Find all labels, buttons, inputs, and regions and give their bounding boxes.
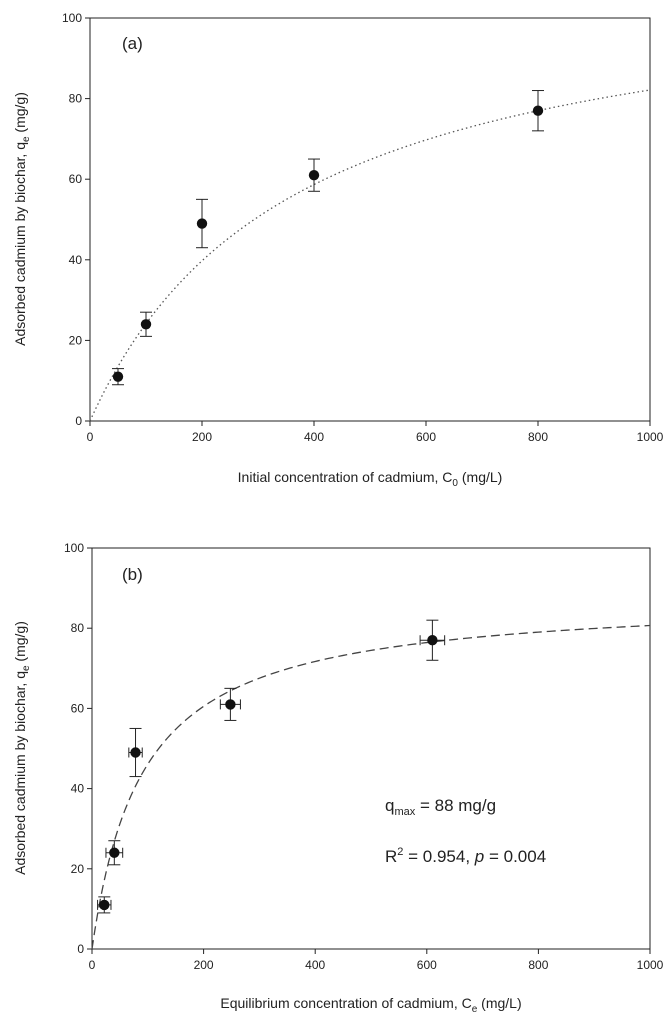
y-tick-label: 60 (71, 701, 85, 715)
y-tick-label: 80 (69, 92, 83, 106)
data-point (105, 840, 124, 866)
data-marker (308, 169, 320, 181)
panel-label-b: (b) (122, 565, 143, 584)
data-point (112, 368, 124, 386)
y-axis-title-a-main: Adsorbed cadmium by biochar, q (12, 142, 28, 346)
annotation-r2-sup: 2 (397, 846, 403, 858)
panel-b: 0 20 40 60 80 100 0 200 400 600 800 1000 (b) qmax … (12, 541, 664, 1013)
y-tick-label: 0 (75, 414, 82, 428)
data-points-a (112, 90, 544, 386)
panel-label-a: (a) (122, 34, 143, 53)
x-axis-ticks-a: 0 200 400 600 800 1000 (87, 421, 664, 444)
x-tick-label: 1000 (637, 958, 664, 972)
y-axis-title-a: Adsorbed cadmium by biochar, qe (mg/g) (12, 92, 32, 346)
annotation-qmax-prefix: q (385, 796, 394, 815)
data-point (532, 90, 544, 132)
y-axis-title-a-sub: e (21, 136, 32, 142)
annotation-r2-p: p (474, 847, 484, 866)
annotation-r2: R2 = 0.954, p = 0.004 (385, 846, 546, 866)
y-axis-title-b: Adsorbed cadmium by biochar, qe (mg/g) (12, 621, 32, 875)
panel-a: 0 20 40 60 80 100 0 200 400 600 800 1000 (a) Initi… (12, 11, 664, 489)
x-tick-label: 400 (304, 430, 324, 444)
x-axis-title-a: Initial concentration of cadmium, C0 (mg… (238, 469, 503, 489)
y-tick-label: 0 (77, 942, 84, 956)
x-axis-ticks-b: 0 200 400 600 800 1000 (89, 949, 664, 972)
y-axis-title-b-unit: (mg/g) (12, 621, 28, 665)
data-marker (532, 105, 544, 116)
data-point (308, 158, 320, 192)
data-marker (196, 218, 208, 229)
x-tick-label: 0 (89, 958, 96, 972)
x-axis-title-a-main: Initial concentration of cadmium, C (238, 469, 453, 485)
y-tick-label: 20 (69, 333, 83, 347)
data-marker (109, 847, 120, 858)
data-point (128, 727, 143, 778)
y-axis-title-b-main: Adsorbed cadmium by biochar, q (12, 671, 28, 875)
annotation-qmax-sub: max (394, 806, 415, 818)
y-axis-ticks-b: 0 20 40 60 80 100 (64, 541, 92, 956)
x-axis-title-b-sub: e (472, 1004, 478, 1013)
data-marker (225, 699, 236, 710)
annotation-r2-mid: = 0.954, (403, 847, 474, 866)
x-tick-label: 800 (528, 430, 548, 444)
data-marker (112, 371, 124, 382)
data-point (419, 619, 446, 661)
data-marker (130, 747, 141, 758)
y-tick-label: 80 (71, 621, 85, 635)
annotation-qmax-suffix: = 88 mg/g (415, 796, 496, 815)
x-tick-label: 400 (305, 958, 325, 972)
x-axis-title-b-unit: (mg/L) (477, 995, 521, 1011)
annotation-r2-prefix: R (385, 847, 397, 866)
data-marker (140, 319, 152, 330)
data-point (219, 687, 241, 721)
x-axis-title-a-unit: (mg/L) (458, 469, 502, 485)
x-tick-label: 200 (194, 958, 214, 972)
x-tick-label: 800 (528, 958, 548, 972)
data-point (97, 896, 112, 914)
x-axis-title-b-main: Equilibrium concentration of cadmium, C (220, 995, 471, 1011)
annotation-qmax: qmax = 88 mg/g (385, 796, 496, 818)
x-tick-label: 600 (417, 958, 437, 972)
x-tick-label: 0 (87, 430, 94, 444)
data-marker (99, 899, 110, 911)
annotation-r2-suffix: = 0.004 (484, 847, 546, 866)
y-axis-title-a-unit: (mg/g) (12, 92, 28, 136)
y-tick-label: 20 (71, 862, 85, 876)
fit-curve-group-a (89, 89, 651, 422)
x-axis-title-a-sub: 0 (452, 478, 458, 489)
y-tick-label: 40 (69, 253, 83, 267)
y-tick-label: 100 (62, 11, 82, 25)
y-axis-ticks-a: 0 20 40 60 80 100 (62, 11, 90, 428)
fit-curve (91, 624, 651, 950)
x-tick-label: 200 (192, 430, 212, 444)
data-points-b (97, 619, 446, 914)
plot-area-frame-b (91, 547, 651, 950)
data-point (140, 311, 152, 337)
fit-curve-group-b (91, 624, 651, 950)
data-marker (427, 635, 438, 646)
y-tick-label: 60 (69, 172, 83, 186)
fit-curve (89, 89, 651, 422)
x-axis-title-b: Equilibrium concentration of cadmium, Ce… (220, 995, 521, 1013)
plot-area-frame-a (89, 17, 651, 422)
y-axis-title-b-sub: e (21, 665, 32, 671)
x-tick-label: 1000 (637, 430, 664, 444)
x-tick-label: 600 (416, 430, 436, 444)
data-point (196, 198, 208, 249)
y-tick-label: 100 (64, 541, 84, 555)
y-tick-label: 40 (71, 782, 85, 796)
